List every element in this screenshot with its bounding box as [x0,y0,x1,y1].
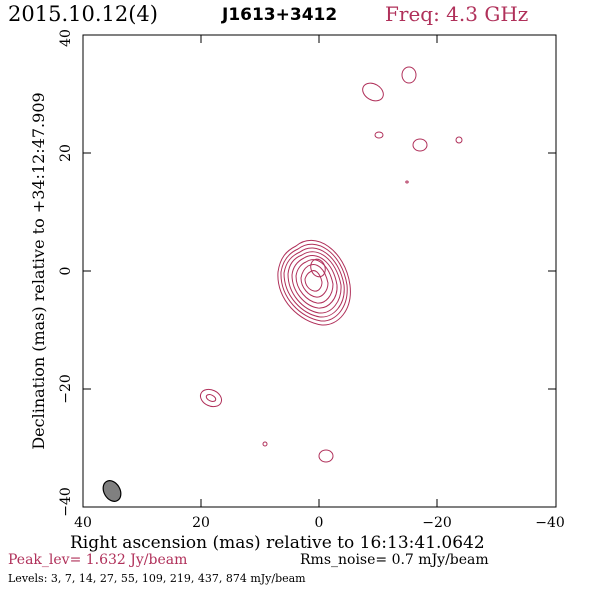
contour-blob [262,441,268,447]
y-tick-label: 20 [58,144,74,162]
observation-date: 2015.10.12(4) [8,2,158,26]
y-tick-label: 0 [58,267,74,276]
contour-level [277,240,351,326]
contour-blob [199,388,223,408]
x-tick-label: −40 [535,515,565,531]
contour-levels: Levels: 3, 7, 14, 27, 55, 109, 219, 437,… [8,572,306,585]
contour-level [287,251,342,314]
contour-level [291,255,338,309]
y-tick-label: −20 [58,374,74,404]
x-tick-label: −20 [422,515,452,531]
tick-marks [83,35,556,507]
source-name: J1613+3412 [222,5,338,25]
x-tick-label: 0 [315,515,324,531]
y-axis-label: Declination (mas) relative to +34:12:47.… [29,92,48,449]
contour-blob [401,66,417,84]
core-contours [277,240,351,326]
contour-blob [362,82,384,102]
beam-ellipse [102,480,122,502]
plot-frame [82,34,557,508]
contour-level [304,270,323,292]
x-axis-label: Right ascension (mas) relative to 16:13:… [70,533,485,553]
rms-noise: Rms_noise= 0.7 mJy/beam [300,552,489,568]
contour-blob [455,136,463,144]
y-tick-label: −40 [58,487,74,517]
contour-blob [205,394,217,402]
contour-blob [318,449,334,463]
contour-blob [412,138,428,152]
contour-level [300,264,329,298]
noise-contours [199,66,463,463]
x-tick-label: 20 [192,515,210,531]
frequency-label: Freq: 4.3 GHz [385,2,529,26]
y-tick-label: 40 [58,29,74,47]
contour-level [310,258,326,278]
contour-level [280,243,348,322]
contour-blob [405,180,409,184]
contour-level [283,247,345,318]
peak-level: Peak_lev= 1.632 Jy/beam [8,552,188,568]
contour-blob [374,131,384,139]
x-tick-label: 40 [74,515,92,531]
contour-level [295,259,334,304]
